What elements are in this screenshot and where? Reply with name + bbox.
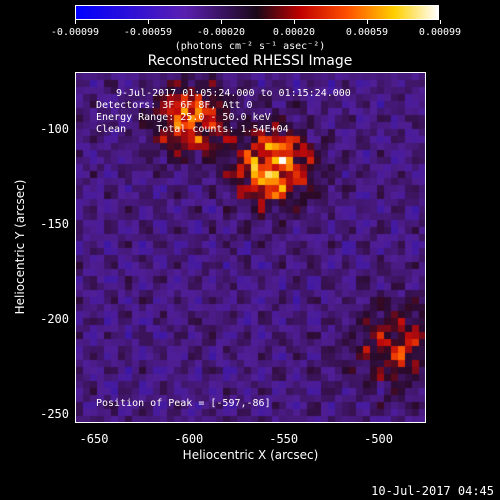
y-tick-label: -250 [40,406,69,421]
colorbar-tick-mark [148,20,149,24]
colorbar-tick-label: -0.00099 [50,27,100,38]
colorbar-units: (photons cm⁻² s⁻¹ asec⁻²) [174,41,326,52]
x-tick-label: -650 [79,432,109,446]
colorbar [75,5,439,20]
annotation-time-range: 9-Jul-2017 01:05:24.000 to 01:15:24.000 [116,88,351,99]
colorbar-tick-label: 0.00059 [345,27,389,38]
colorbar-tick-mark [221,20,222,24]
x-axis-label: Heliocentric X (arcsec) [182,448,319,462]
colorbar-tick-mark [440,20,441,24]
plot-title: Reconstructed RHESSI Image [147,53,353,69]
x-tick-label: -500 [364,432,394,446]
colorbar-tick-label: 0.00020 [272,27,316,38]
colorbar-tick-mark [367,20,368,24]
y-tick-label: -200 [40,311,69,326]
image-plot-area[interactable]: 9-Jul-2017 01:05:24.000 to 01:15:24.000 … [75,72,426,423]
colorbar-tick-label: -0.00020 [196,27,246,38]
annotation-peak-position: Position of Peak = [-597,-86] [96,398,271,409]
y-tick-label: -150 [40,216,69,231]
y-axis-label: Heliocentric Y (arcsec) [13,179,27,315]
colorbar-tick-label: 0.00099 [418,27,462,38]
heatmap-image[interactable] [76,73,425,422]
annotation-energy-range: Energy Range: 25.0 - 50.0 keV [96,112,271,123]
x-tick-label: -600 [174,432,204,446]
x-tick-label: -550 [269,432,299,446]
colorbar-tick-mark [294,20,295,24]
colorbar-tick-label: -0.00059 [123,27,173,38]
annotation-clean-counts: Clean Total counts: 1.54E+04 [96,124,289,135]
annotation-detectors: Detectors: 3F 6F 8F, Att 0 [96,100,253,111]
colorbar-tick-mark [75,20,76,24]
y-tick-label: -100 [40,121,69,136]
timestamp-footer: 10-Jul-2017 04:45 [371,484,494,498]
